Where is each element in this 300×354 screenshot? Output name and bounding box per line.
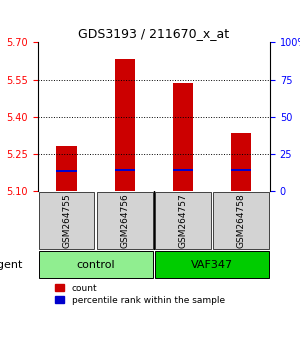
FancyBboxPatch shape — [39, 251, 153, 278]
Text: VAF347: VAF347 — [191, 260, 233, 270]
FancyBboxPatch shape — [213, 192, 269, 249]
Text: GSM264758: GSM264758 — [236, 193, 245, 248]
Bar — [115, 58, 135, 190]
Bar — [231, 169, 251, 171]
Text: agent: agent — [0, 260, 23, 270]
Bar — [231, 133, 251, 190]
FancyBboxPatch shape — [155, 192, 211, 249]
Bar — [115, 169, 135, 171]
Legend: count, percentile rank within the sample: count, percentile rank within the sample — [54, 282, 226, 307]
FancyBboxPatch shape — [39, 192, 94, 249]
Bar — [172, 169, 193, 171]
Bar — [56, 146, 77, 190]
Text: GSM264755: GSM264755 — [62, 193, 71, 248]
Text: control: control — [76, 260, 115, 270]
FancyBboxPatch shape — [97, 192, 153, 249]
Text: GSM264756: GSM264756 — [120, 193, 129, 248]
Bar — [172, 83, 193, 190]
Title: GDS3193 / 211670_x_at: GDS3193 / 211670_x_at — [78, 27, 229, 40]
Bar — [56, 170, 77, 172]
FancyBboxPatch shape — [155, 251, 269, 278]
Text: GSM264757: GSM264757 — [178, 193, 187, 248]
